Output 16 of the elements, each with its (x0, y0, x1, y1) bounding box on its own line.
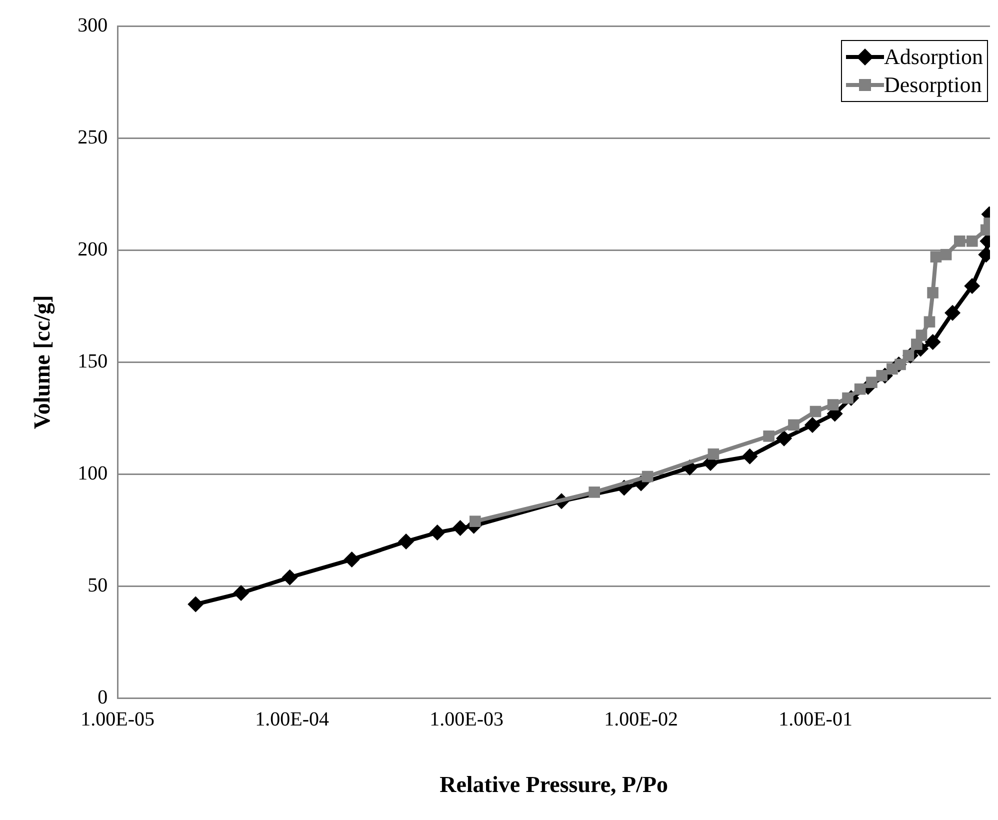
y-tick-label: 300 (78, 14, 108, 36)
x-tick-label: 1.00E-05 (80, 708, 155, 731)
x-axis-title: Relative Pressure, P/Po (440, 772, 668, 798)
legend-label: Adsorption (884, 43, 983, 71)
legend-label: Desorption (884, 71, 982, 99)
x-tick-label: 1.00E-03 (430, 708, 504, 731)
x-tick-label: 1.00E-04 (255, 708, 330, 731)
y-tick-label: 0 (98, 686, 108, 709)
y-axis-title: Volume [cc/g] (30, 295, 56, 430)
y-tick-label: 250 (78, 126, 108, 148)
y-tick-label: 50 (88, 574, 108, 597)
y-tick-label: 150 (78, 350, 108, 372)
y-tick-label: 200 (78, 238, 108, 260)
x-tick-label: 1.00E-02 (604, 708, 678, 731)
x-tick-label: 1.00E-01 (778, 708, 852, 731)
y-tick-label: 100 (78, 462, 108, 485)
